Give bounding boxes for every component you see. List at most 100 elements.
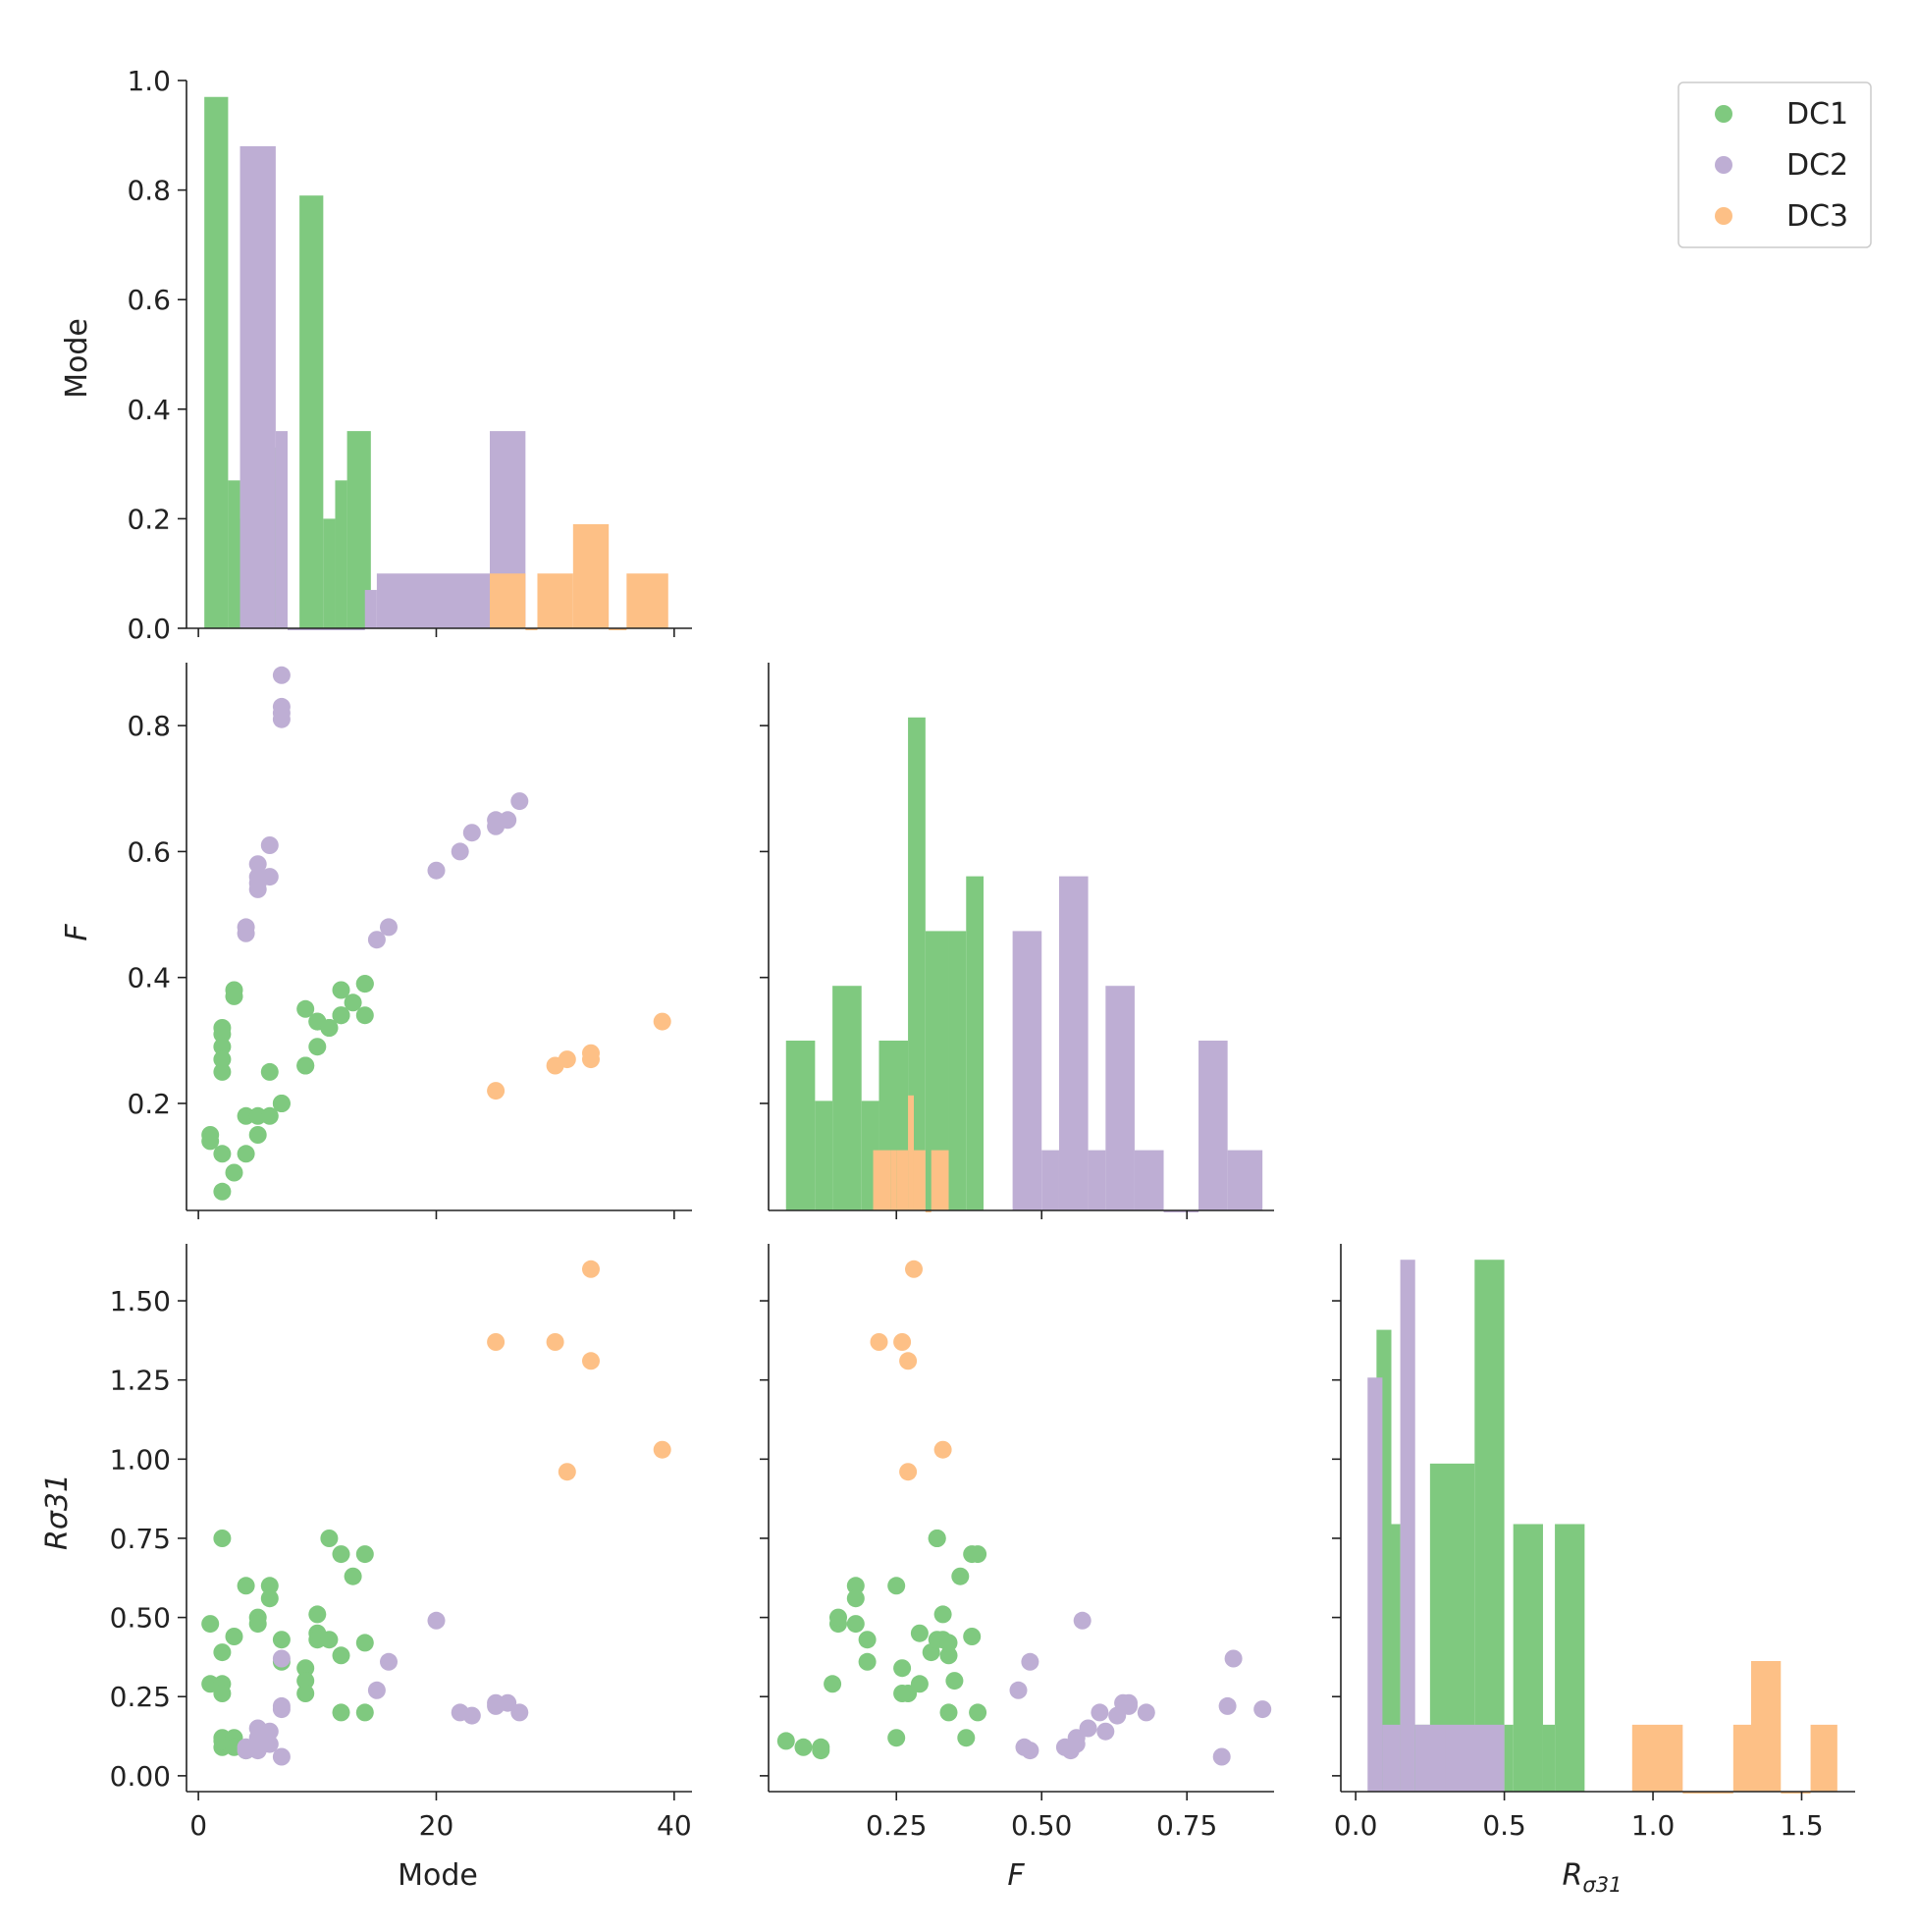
y-axis-title-f: F (60, 924, 94, 941)
point-dc2-r2c0-11 (272, 1747, 291, 1766)
point-dc2-r1c0-8 (272, 666, 291, 684)
point-dc3-r1c0-4 (582, 1050, 600, 1069)
hist-bar-dc1-r-7 (1542, 1724, 1556, 1792)
y-tick-label-r1c0-0.8: 0.8 (127, 710, 171, 742)
point-dc3-r2c1-5 (933, 1440, 952, 1459)
point-dc3-r2c0-3 (582, 1260, 600, 1278)
point-dc1-r2c1-16 (887, 1577, 906, 1595)
y-tick-label-r0c0-0.8: 0.8 (127, 175, 171, 207)
hist-bar-dc1-r-4 (1474, 1260, 1505, 1792)
point-dc2-r2c1-20 (1137, 1703, 1155, 1722)
point-dc1-r2c0-9 (225, 1628, 243, 1645)
point-dc1-r2c1-33 (939, 1634, 958, 1652)
hist-bar-dc2-mode-2 (288, 628, 365, 630)
point-dc1-r1c0-14 (248, 1126, 267, 1144)
x-tick-label-r2c2-0.5: 0.5 (1482, 1809, 1526, 1842)
point-dc1-r2c1-19 (858, 1652, 877, 1671)
hist-bar-dc2-f-8 (1227, 1150, 1263, 1210)
hist-bar-dc2-f-7 (1198, 1041, 1228, 1210)
point-dc1-r2c1-26 (928, 1530, 946, 1547)
point-dc1-r1c0-34 (355, 975, 374, 993)
point-dc2-r2c0-7 (260, 1735, 279, 1753)
hist-bar-dc1-r-5 (1504, 1724, 1514, 1792)
point-dc1-r1c0-7 (213, 1145, 232, 1163)
point-dc1-r2c1-29 (939, 1646, 958, 1665)
point-dc1-r2c0-27 (320, 1631, 339, 1649)
y-tick-label-r2c0-1.50: 1.50 (110, 1285, 171, 1317)
y-tick-label-r0c0-0.6: 0.6 (127, 284, 171, 316)
point-dc2-r1c0-20 (510, 792, 529, 811)
point-dc1-r2c1-20 (893, 1659, 912, 1678)
point-dc3-r2c0-4 (582, 1352, 600, 1370)
point-dc2-r2c1-7 (1067, 1735, 1086, 1753)
hist-bar-dc2-f-2 (1058, 876, 1089, 1210)
hist-bar-dc3-mode-2 (537, 573, 573, 628)
point-dc1-r2c0-30 (332, 1703, 350, 1722)
y-tick-label-r0c0-0.0: 0.0 (127, 613, 171, 645)
legend-marker-dc3 (1715, 207, 1732, 225)
hist-bar-dc3-f-2 (896, 1150, 909, 1210)
point-dc3-r1c0-0 (487, 1082, 506, 1100)
point-dc2-r2c1-1 (1015, 1738, 1034, 1756)
point-dc1-r1c0-22 (296, 1056, 315, 1075)
point-dc1-r2c0-32 (355, 1545, 374, 1564)
x-tick-label-r2c0-40: 40 (657, 1809, 692, 1842)
point-dc1-r2c1-24 (910, 1624, 929, 1642)
x-tick-label-r2c2-1.0: 1.0 (1631, 1809, 1676, 1842)
y-tick-label-r1c0-0.4: 0.4 (127, 962, 171, 994)
scatter-points-layer (201, 666, 1272, 1766)
point-dc1-r1c0-28 (332, 981, 350, 999)
y-axis-title-r: Rσ31 (40, 1474, 75, 1550)
point-dc2-r1c0-16 (462, 824, 481, 842)
hist-bar-dc3-f-1 (890, 1150, 897, 1210)
point-dc1-r2c0-23 (308, 1605, 327, 1624)
legend: DC1 DC2 DC3 (1677, 81, 1872, 248)
point-dc3-r2c0-5 (653, 1440, 671, 1459)
point-dc1-r1c0-13 (237, 1145, 255, 1163)
point-dc1-r2c0-15 (248, 1615, 267, 1634)
point-dc1-r2c1-10 (957, 1729, 976, 1747)
point-dc1-r2c1-21 (945, 1672, 964, 1690)
hist-bar-dc1-mode-0 (204, 96, 229, 629)
point-dc2-r2c1-12 (1009, 1681, 1028, 1699)
point-dc1-r1c0-21 (296, 999, 315, 1018)
x-axis-title-f: F (1007, 1858, 1025, 1893)
point-dc2-r1c0-2 (248, 855, 267, 874)
point-dc3-r1c0-5 (653, 1012, 671, 1031)
x-tick-label-r2c1-0.50: 0.50 (1011, 1809, 1072, 1842)
hist-bar-dc3-mode-1 (525, 628, 538, 630)
x-axis-title-mode: Mode (398, 1858, 478, 1893)
hist-bar-dc1-mode-8 (323, 518, 336, 628)
point-dc2-r1c0-19 (499, 811, 517, 830)
hist-bar-dc2-r-0 (1367, 1377, 1383, 1792)
hist-bar-dc3-mode-3 (572, 523, 610, 628)
point-dc2-r2c0-12 (367, 1681, 386, 1699)
hist-bar-dc2-r-1 (1382, 1724, 1401, 1792)
x-axis-title-r: Rσ31 (1563, 1858, 1623, 1897)
x-tick-label-r2c0-0: 0 (189, 1809, 207, 1842)
hist-bar-dc3-f-3 (908, 1095, 914, 1210)
point-dc2-r1c0-12 (367, 931, 386, 949)
point-dc2-r2c0-9 (272, 1649, 291, 1668)
point-dc2-r2c1-15 (1091, 1703, 1109, 1722)
hist-bar-dc2-mode-0 (240, 145, 276, 628)
point-dc2-r2c0-13 (380, 1652, 398, 1671)
point-dc1-r2c1-17 (846, 1589, 865, 1608)
y-tick-label-r2c0-0.00: 0.00 (110, 1760, 171, 1793)
point-dc1-r2c1-9 (963, 1628, 982, 1645)
hist-bar-dc1-f-6 (925, 931, 949, 1210)
point-dc2-r1c0-6 (260, 836, 279, 854)
legend-label-dc1: DC1 (1786, 97, 1848, 132)
point-dc1-r2c0-12 (237, 1577, 255, 1595)
hist-bar-dc1-f-8 (966, 876, 985, 1210)
point-dc3-r2c1-3 (905, 1260, 923, 1278)
point-dc1-r2c1-30 (939, 1703, 958, 1722)
point-dc2-r2c0-16 (462, 1706, 481, 1725)
x-tick-label-r2c2-0.0: 0.0 (1334, 1809, 1378, 1842)
point-dc1-r2c0-34 (355, 1703, 374, 1722)
x-tick-label-r2c2-1.5: 1.5 (1780, 1809, 1824, 1842)
point-dc1-r2c0-0 (201, 1615, 220, 1634)
hist-bar-dc1-f-2 (832, 986, 862, 1210)
point-dc1-r2c0-5 (213, 1685, 232, 1702)
